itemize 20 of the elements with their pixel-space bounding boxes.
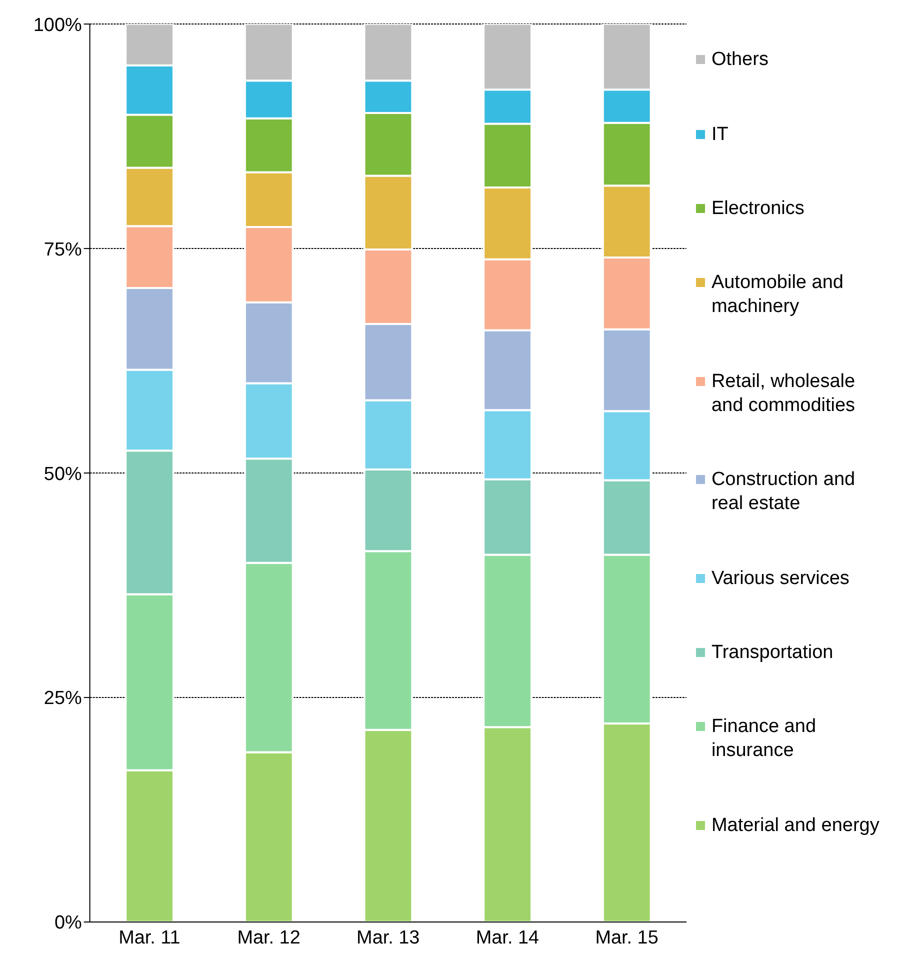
legend-label: Material and energy [711, 814, 880, 838]
legend-label: Retail, wholesale and commodities [711, 370, 856, 418]
x-tick-label: Mar. 13 [356, 927, 420, 948]
x-tick-label: Mar. 12 [237, 927, 300, 948]
x-tick-label: Mar. 14 [476, 927, 540, 948]
x-tick-label: Mar. 11 [118, 927, 180, 948]
y-tick-label: 50% [44, 464, 82, 485]
legend-label: Finance and insurance [711, 715, 818, 764]
legend-label: Others [711, 48, 768, 72]
legend-label: IT [711, 122, 728, 147]
y-tick-label: 25% [44, 688, 82, 710]
legend-label: Automobile and machinery [711, 271, 844, 320]
y-tick-label: 75% [44, 239, 82, 260]
legend-label: Transportation [711, 640, 834, 665]
x-tick-label: Mar. 15 [595, 927, 658, 948]
y-tick-label: 100% [33, 14, 82, 36]
legend-label: Electronics [711, 196, 804, 221]
legend-label: Various services [711, 566, 850, 591]
legend-label: Construction and real estate [711, 468, 856, 516]
y-tick-label: 0% [54, 912, 82, 934]
